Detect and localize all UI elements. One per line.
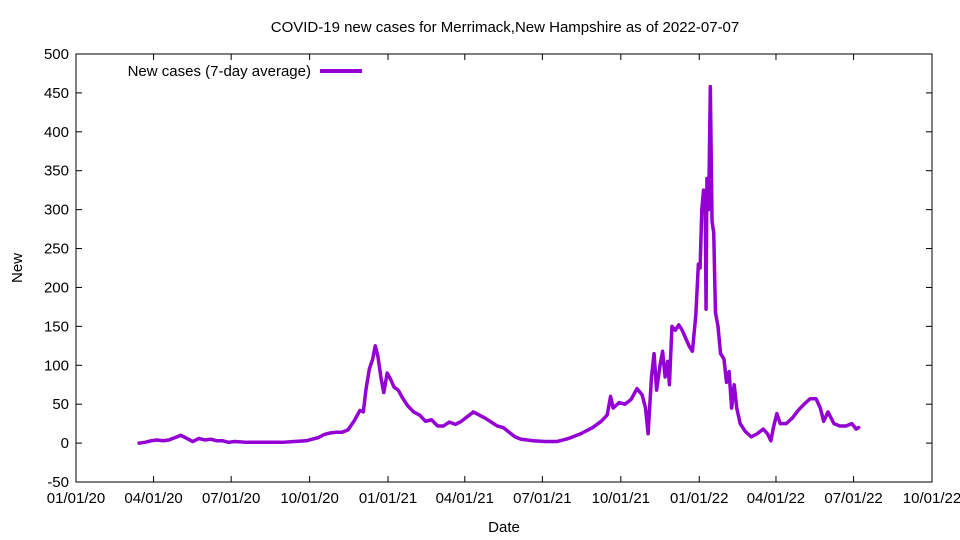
legend: New cases (7-day average) (128, 63, 362, 80)
y-tick-label: 150 (44, 318, 69, 335)
x-tick-label: 01/01/20 (47, 490, 105, 507)
y-tick-label: 450 (44, 85, 69, 102)
x-axis-label: Date (488, 519, 520, 536)
legend-label: New cases (7-day average) (128, 63, 311, 80)
y-tick-label: 350 (44, 163, 69, 180)
chart-title: COVID-19 new cases for Merrimack,New Ham… (271, 19, 740, 36)
x-tick-label: 10/01/22 (903, 490, 960, 507)
series-layer (137, 84, 861, 445)
x-tick-label: 04/01/21 (436, 490, 494, 507)
x-tick-label: 07/01/20 (202, 490, 260, 507)
y-tick-label: 400 (44, 124, 69, 141)
y-tick-label: 500 (44, 46, 69, 63)
x-tick-label: 01/01/21 (359, 490, 417, 507)
x-tick-label: 07/01/21 (513, 490, 571, 507)
y-tick-label: 0 (61, 435, 69, 452)
y-tick-label: 250 (44, 241, 69, 258)
y-tick-label: 200 (44, 279, 69, 296)
x-tick-label: 04/01/20 (124, 490, 182, 507)
series-line (137, 84, 861, 445)
y-tick-label: 100 (44, 357, 69, 374)
y-tick-label: -50 (47, 474, 69, 491)
x-tick-label: 10/01/21 (592, 490, 650, 507)
plot-frame (75, 53, 933, 483)
y-tick-label: 300 (44, 202, 69, 219)
x-tick-label: 01/01/22 (670, 490, 728, 507)
y-tick-label: 50 (52, 396, 69, 413)
y-axis-label: New (9, 253, 26, 283)
x-tick-label: 10/01/20 (280, 490, 338, 507)
ticks: -50 0 50 100 150 200 250 300 350 400 450 500 01/01/2… (44, 46, 960, 507)
x-tick-label: 04/01/22 (747, 490, 805, 507)
x-tick-label: 07/01/22 (824, 490, 882, 507)
